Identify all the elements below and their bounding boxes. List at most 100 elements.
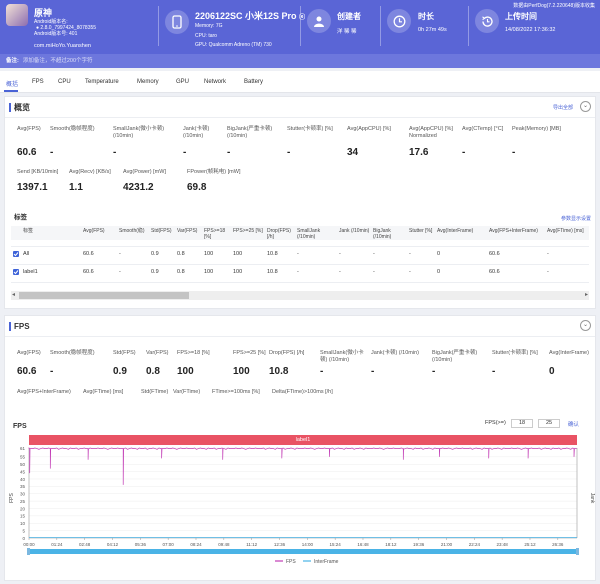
table-cell: 100 — [204, 251, 214, 257]
device-gpu: GPU: Qualcomm Adreno (TM) 730 — [195, 42, 272, 48]
y-tick-label: 61 — [20, 446, 26, 451]
report-header: 原神 Android版本名: ● 2.8.0_7997424_8078355 A… — [0, 0, 600, 54]
fps-panel: FPS ⌄ Avg(FPS) 60.6 Smooth(稳帧程度) - Std(FPS) 0… — [4, 315, 596, 581]
table-cell: 60.6 — [489, 251, 500, 257]
param-settings-link[interactable]: 参数显示设置 — [561, 216, 592, 222]
overview-metric-label: Send [KB/10min] — [17, 169, 59, 175]
note-bar[interactable]: 备注: 添加备注，不超过200个字符 — [0, 54, 600, 68]
phone-icon — [165, 10, 189, 34]
fps-metric-value: - — [432, 366, 436, 377]
collapse-fps-button[interactable]: ⌄ — [580, 320, 591, 331]
overview-metric-value: 69.8 — [187, 182, 207, 193]
fps-metric-label: FPS>=18 [%] — [177, 350, 210, 356]
table-header-cell: Jank (/10min) — [339, 228, 370, 234]
active-tab-indicator — [4, 90, 18, 92]
export-all-link[interactable]: 导出全部 — [553, 105, 574, 111]
perfdog-version-link[interactable]: 数据由PerfDog(7.2.220648)版本收集 — [513, 3, 595, 9]
legend-interframe-label[interactable]: InterFrame — [314, 559, 339, 565]
slider-handle-left[interactable] — [27, 548, 30, 555]
x-tick-label: 00:00 — [23, 542, 35, 547]
scrollbar-thumb[interactable] — [19, 292, 189, 299]
x-tick-label: 16:48 — [357, 542, 369, 547]
table-cell: All — [23, 251, 30, 257]
y-tick-label: 35 — [20, 484, 26, 489]
x-tick-label: 14:00 — [302, 542, 314, 547]
fps-panel-title: FPS — [9, 322, 30, 331]
table-header-cell: FPS>=25 [%] — [233, 228, 263, 234]
fps-filter-confirm[interactable]: 确认 — [568, 422, 580, 428]
chart-zoom-slider[interactable] — [29, 549, 577, 554]
x-tick-label: 05:36 — [135, 542, 147, 547]
scroll-right-icon[interactable]: ▸ — [584, 292, 588, 298]
y-tick-label: 30 — [20, 492, 26, 497]
scroll-left-icon[interactable]: ◂ — [12, 292, 16, 298]
overview-metric-label: SmallJank(微小卡顿) (/10min) — [113, 126, 165, 139]
tab-bar: 概括 FPS CPU Temperature Memory GPU Networ… — [0, 71, 600, 93]
row-checkbox[interactable] — [13, 251, 19, 257]
fps-metric-label: FPS>=25 [%] — [233, 350, 266, 356]
overview-metric-value: 4231.2 — [123, 182, 154, 193]
overview-metric-value: - — [287, 147, 291, 158]
fps-metric-value: - — [371, 366, 375, 377]
overview-metric-label: FPower(帧耗电) [mW] — [187, 169, 241, 175]
clock-icon — [387, 9, 411, 33]
fps-metric2-label: Std(FTime) — [141, 389, 169, 395]
y-axis-title: FPS — [9, 492, 15, 502]
fps-threshold-input-2[interactable]: 25 — [538, 419, 560, 428]
tab-battery[interactable]: Battery — [244, 79, 264, 85]
row-checkbox[interactable] — [13, 269, 19, 275]
table-cell: - — [297, 251, 299, 257]
table-cell: 10.8 — [267, 251, 278, 257]
fps-metric-label: Stutter(卡顿率) [%] — [492, 350, 538, 356]
y-tick-label: 50 — [20, 462, 26, 467]
table-cell: - — [547, 251, 549, 257]
app-name: 原神 — [34, 8, 53, 18]
x-tick-label: 22:24 — [469, 542, 481, 547]
table-header-cell: Avg(InterFrame) — [437, 228, 474, 234]
tab-network[interactable]: Network — [204, 79, 227, 85]
note-label: 备注: — [6, 58, 19, 64]
x-tick-label: 12:36 — [274, 542, 286, 547]
x-tick-label: 23:48 — [497, 542, 509, 547]
fps-threshold-input-1[interactable]: 18 — [511, 419, 533, 428]
table-cell: 60.6 — [489, 269, 500, 275]
fps-metric-value: 0 — [549, 366, 555, 377]
user-icon — [307, 9, 331, 33]
overview-metric-value: - — [512, 147, 516, 158]
slider-handle-right[interactable] — [576, 548, 579, 555]
legend-fps-label[interactable]: FPS — [286, 559, 296, 565]
y-tick-label: 10 — [20, 521, 26, 526]
table-header-cell: SmallJank (/10min) — [297, 228, 321, 240]
tab-cpu[interactable]: CPU — [58, 79, 71, 85]
tab-temperature[interactable]: Temperature — [85, 79, 119, 85]
tab-fps[interactable]: FPS — [32, 79, 44, 85]
chevron-down-icon: ⌄ — [582, 103, 589, 109]
x-tick-label: 18:12 — [385, 542, 397, 547]
creator-value: 洋 稀 稀 — [337, 29, 357, 35]
label-band[interactable]: label1 — [29, 435, 577, 445]
device-title: 2206122SC 小米12S Pro ⓔ — [195, 11, 306, 21]
x-tick-label: 21:00 — [441, 542, 453, 547]
table-header-cell: FPS>=18 [%] — [204, 228, 226, 240]
collapse-overview-button[interactable]: ⌄ — [580, 101, 591, 112]
tab-memory[interactable]: Memory — [137, 79, 159, 85]
table-cell: 100 — [204, 269, 214, 275]
upload-time-label: 上传时间 — [505, 12, 537, 21]
overview-metric-label: Peak(Memory) [MB] — [512, 126, 561, 132]
table-cell: 60.6 — [83, 251, 94, 257]
table-cell: - — [373, 251, 375, 257]
tab-gpu[interactable]: GPU — [176, 79, 190, 85]
x-tick-label: 08:24 — [190, 542, 202, 547]
tab-overview[interactable]: 概括 — [6, 82, 19, 88]
overview-metric-value: - — [227, 147, 231, 158]
table-cell: 100 — [233, 269, 243, 275]
table-header-cell: Avg(FPS) — [83, 228, 105, 234]
fps-series-line — [28, 447, 577, 485]
overview-metric-label: Avg(AppCPU) [%] Normalized — [409, 126, 453, 139]
table-scrollbar[interactable]: ◂ ▸ — [11, 291, 589, 300]
fps-metric-label: Var(FPS) — [146, 350, 169, 356]
y2-axis-title: Jank — [589, 493, 595, 504]
y-tick-label: 5 — [22, 528, 25, 533]
overview-metric-label: Stutter(卡顿率) [%] — [287, 126, 333, 132]
